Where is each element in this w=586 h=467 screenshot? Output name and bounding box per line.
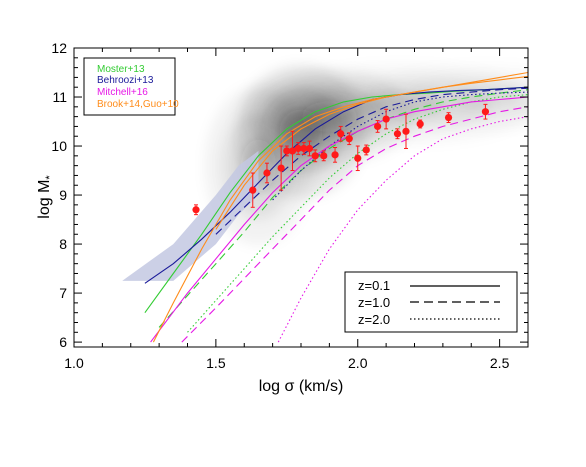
legend-z01: z=0.1 — [358, 278, 390, 293]
x-tick-label: 1.5 — [206, 355, 226, 371]
data-point — [402, 127, 410, 135]
legend-z10: z=1.0 — [358, 295, 390, 310]
y-tick-label: 10 — [51, 138, 67, 154]
y-tick-label: 8 — [59, 236, 67, 252]
legend-z20: z=2.0 — [358, 312, 390, 327]
model-curve — [144, 86, 528, 284]
data-point — [416, 120, 424, 128]
data-point — [331, 151, 339, 159]
behroozi-scatter-band — [122, 150, 259, 281]
observed-points — [192, 103, 490, 216]
data-point — [362, 146, 370, 154]
data-point — [444, 114, 453, 122]
y-tick-label: 9 — [59, 187, 67, 203]
data-point — [288, 147, 297, 155]
data-point — [481, 108, 490, 116]
redshift-legend: z=0.1 z=1.0 z=2.0 — [344, 271, 518, 333]
data-point — [192, 206, 200, 214]
data-point — [263, 169, 271, 177]
svg-text:log M*: log M* — [36, 175, 56, 219]
model-curve — [215, 87, 528, 235]
y-axis-label-group: log M* — [36, 175, 56, 219]
y-tick-label: 6 — [59, 334, 67, 350]
y-axis-label-subscript: * — [44, 175, 56, 180]
legend-brook-guo: Brook+14,Guo+10 — [97, 99, 179, 110]
x-axis-label: log σ (km/s) — [259, 378, 344, 395]
axis-ticks: 1.0 1.5 2.0 2.5 6 7 8 9 10 11 12 — [51, 40, 529, 371]
y-tick-label: 7 — [59, 285, 67, 301]
x-tick-label: 1.0 — [64, 355, 84, 371]
shaded-band — [122, 150, 259, 281]
density-cloud — [204, 65, 524, 246]
data-point — [374, 122, 382, 131]
data-point — [283, 147, 291, 155]
model-legend: Moster+13 Behroozi+13 Mitchell+16 Brook+… — [83, 57, 179, 116]
data-point — [294, 144, 302, 153]
legend-moster: Moster+13 — [97, 64, 145, 75]
data-point — [382, 115, 390, 123]
data-point — [320, 152, 328, 160]
y-tick-label: 12 — [51, 40, 67, 56]
model-curve — [215, 75, 528, 230]
data-point — [345, 135, 353, 143]
y-tick-label: 11 — [52, 89, 67, 105]
data-point — [305, 144, 314, 153]
x-tick-label: 2.5 — [490, 355, 510, 371]
model-curve — [158, 89, 528, 328]
model-curve — [144, 86, 528, 314]
data-point — [249, 186, 257, 194]
y-axis-label: log M — [36, 180, 53, 219]
data-point — [337, 130, 345, 138]
data-point — [277, 164, 285, 172]
data-point — [311, 152, 319, 160]
data-point — [393, 130, 402, 138]
model-curve — [150, 96, 528, 343]
legend-mitchell: Mitchell+16 — [97, 87, 148, 98]
legend-behroozi: Behroozi+13 — [97, 75, 154, 86]
x-tick-label: 2.0 — [348, 355, 368, 371]
data-point — [354, 154, 362, 162]
data-point — [300, 144, 308, 153]
model-legend-box — [83, 57, 176, 116]
